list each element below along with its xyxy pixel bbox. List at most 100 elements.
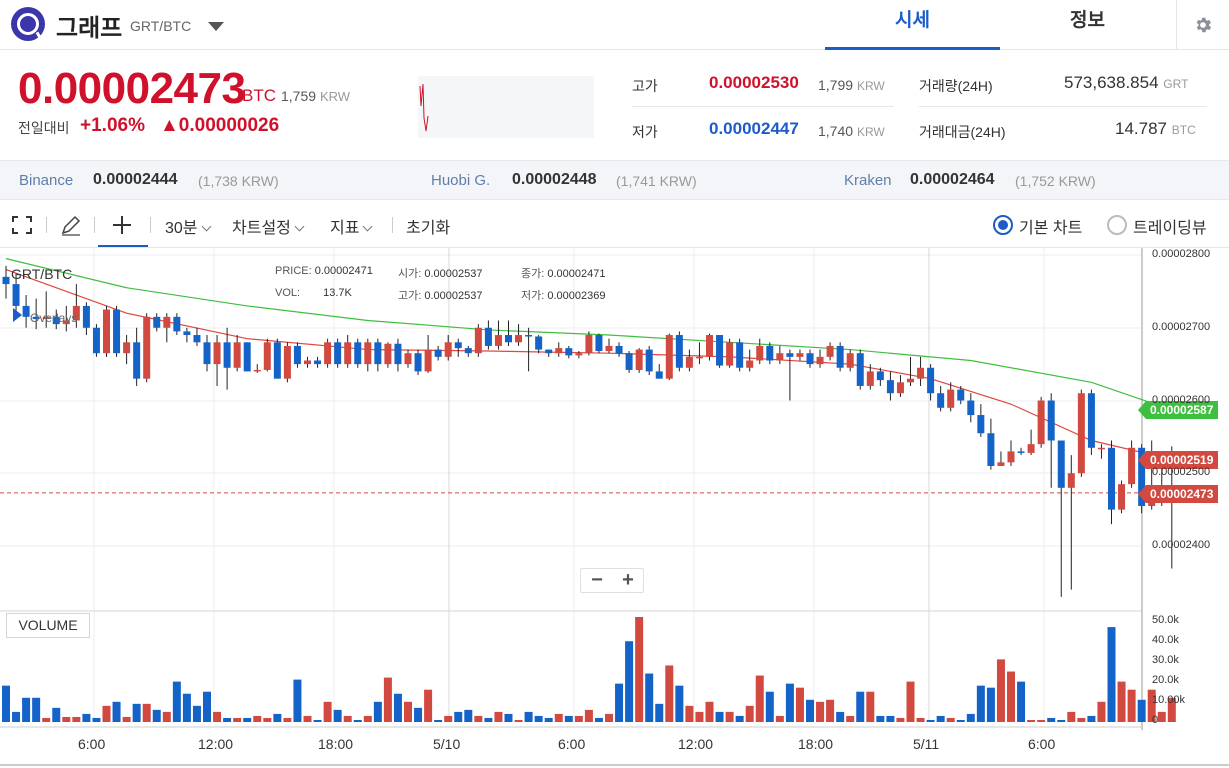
candle-body — [273, 342, 281, 379]
candle-body — [987, 433, 995, 466]
candle-body — [434, 349, 442, 357]
candle-body — [907, 378, 914, 383]
candle-body — [143, 316, 151, 379]
low-label: 저가 — [632, 124, 658, 140]
volume-bar — [424, 689, 433, 722]
coin-name[interactable]: 그래프 — [56, 15, 123, 42]
x-tick-label: 6:00 — [78, 736, 106, 752]
legend-open: 시가: 0.00002537 — [398, 268, 483, 280]
volume-bar — [404, 701, 412, 722]
candle-body — [1148, 502, 1156, 506]
volume-bar — [745, 705, 754, 722]
candle-body — [846, 353, 854, 368]
volume-tick-label: 0 — [1152, 714, 1159, 726]
volume-bar — [333, 709, 342, 722]
tab-info[interactable]: 정보 — [1070, 10, 1105, 31]
legend-price: PRICE: 0.00002471 — [275, 265, 373, 277]
candle-body — [927, 367, 935, 394]
volume-bar — [635, 617, 644, 722]
volume-bar — [434, 719, 443, 722]
exchange-name[interactable]: Kraken — [844, 172, 892, 189]
candle-body — [1077, 393, 1085, 474]
amount-value: 14.787 BTC — [1115, 119, 1196, 138]
volume-bar — [484, 717, 493, 722]
candle-body — [876, 371, 884, 381]
candle-body — [695, 356, 703, 359]
volume-bar — [303, 715, 312, 722]
volume-bar — [886, 715, 895, 722]
low-krw: 1,740 KRW — [818, 123, 885, 139]
zoom-out-button[interactable]: − — [591, 569, 603, 591]
current-price: 0.00002473 — [18, 64, 246, 113]
overlays-label[interactable]: Overlays — [30, 311, 78, 325]
candle-body — [635, 349, 643, 370]
volume-bar — [1017, 681, 1026, 722]
tab-quote[interactable]: 시세 — [825, 0, 1000, 50]
tradingview-label[interactable]: 트레이딩뷰 — [1133, 220, 1207, 237]
chevron-down-icon — [363, 221, 373, 232]
volume-bar — [142, 703, 151, 722]
tradingview-radio[interactable] — [1107, 215, 1127, 235]
candle-body — [293, 345, 301, 365]
candle-body — [525, 335, 533, 337]
exchange-krw: (1,738 KRW) — [198, 173, 279, 189]
overlays-toggle-icon[interactable] — [13, 308, 22, 322]
candle-body — [1047, 400, 1055, 441]
candle-body — [706, 335, 713, 357]
candle-body — [444, 342, 452, 357]
candlestick-chart[interactable] — [0, 248, 1229, 768]
candle-body — [675, 335, 683, 368]
volume-bar — [584, 709, 593, 722]
exchange-name[interactable]: Binance — [19, 172, 74, 189]
candle-body — [645, 349, 653, 372]
price-unit: BTC — [242, 86, 276, 105]
candle-body — [736, 342, 744, 368]
volume-bar — [192, 705, 201, 722]
candle-body — [243, 342, 251, 372]
volume-bar — [976, 685, 985, 722]
candle-body — [92, 327, 100, 354]
candle-body — [354, 342, 362, 365]
volume-bar — [82, 713, 91, 722]
coin-dropdown-icon[interactable] — [208, 22, 224, 31]
volume-tick-label: 30.0k — [1152, 654, 1179, 666]
candle-body — [42, 316, 50, 320]
chart-settings-select[interactable]: 차트설정 — [232, 214, 305, 238]
candle-body — [203, 342, 211, 365]
volume-bar — [866, 691, 875, 722]
zoom-in-button[interactable]: + — [622, 569, 634, 591]
pencil-icon[interactable] — [60, 214, 82, 236]
volume-bar — [524, 711, 533, 722]
indicators-select[interactable]: 지표 — [330, 214, 373, 238]
legend-volume: VOL: 13.7K — [275, 287, 352, 299]
legend-close: 종가: 0.00002471 — [521, 268, 606, 280]
interval-select[interactable]: 30분 — [165, 214, 211, 238]
coin-pair[interactable]: GRT/BTC — [130, 18, 192, 34]
candle-body — [716, 335, 724, 366]
sparkline — [418, 76, 594, 138]
volume-bar — [42, 717, 51, 722]
exchange-name[interactable]: Huobi G. — [431, 172, 491, 189]
volume-bar — [826, 699, 835, 722]
reset-button[interactable]: 초기화 — [406, 220, 451, 237]
candle-body — [565, 348, 573, 356]
legend-low: 저가: 0.00002369 — [521, 290, 606, 302]
volume-tick-label: 10.00k — [1152, 694, 1186, 706]
fullscreen-icon[interactable] — [12, 216, 32, 234]
settings-button[interactable] — [1176, 0, 1229, 50]
volume-bar — [785, 683, 794, 722]
basic-chart-label[interactable]: 기본 차트 — [1019, 220, 1083, 237]
basic-chart-radio[interactable] — [993, 215, 1013, 235]
candle-body — [766, 345, 774, 361]
candle-body — [856, 353, 864, 386]
change-percent: +1.06% — [80, 115, 145, 136]
volume-bar — [936, 715, 945, 722]
volume-bar — [514, 719, 523, 722]
crosshair-button[interactable] — [98, 201, 148, 247]
y-tick-label: 0.00002600 — [1152, 394, 1211, 406]
volume-bar — [132, 703, 141, 722]
exchange-krw: (1,752 KRW) — [1015, 173, 1096, 189]
volume-bar — [474, 715, 483, 722]
volume-bar — [695, 711, 704, 722]
candle-body — [535, 336, 543, 350]
